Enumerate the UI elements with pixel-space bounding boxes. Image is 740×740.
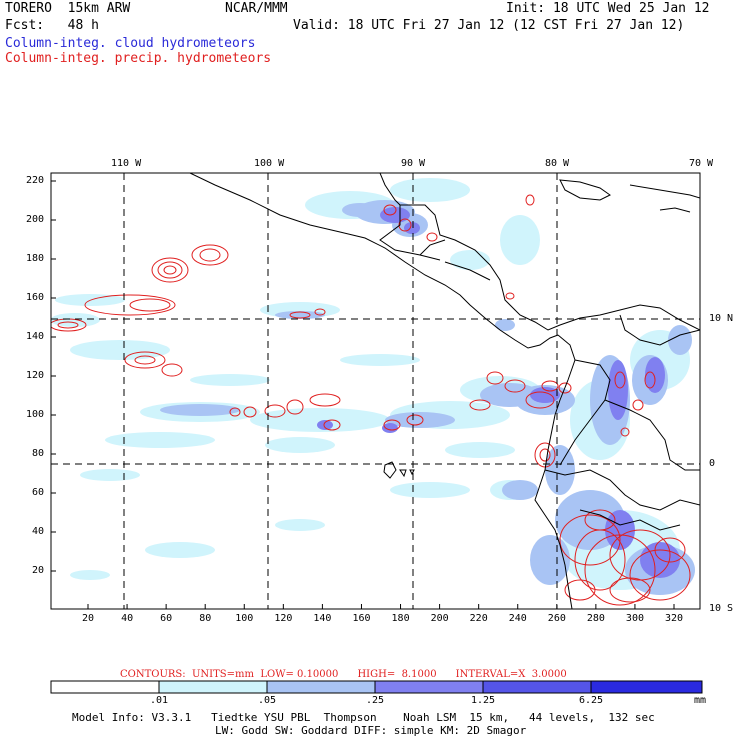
x-tick-label: 260 bbox=[547, 613, 566, 624]
colorbar-label-5: 6.25 bbox=[578, 695, 604, 706]
colorbar-bin-4 bbox=[374, 680, 484, 694]
model-title: TORERO 15km ARW bbox=[5, 1, 131, 16]
x-tick-label: 180 bbox=[391, 613, 410, 624]
contours-info: CONTOURS: UNITS=mm LOW= 0.10000 HIGH= 8.… bbox=[120, 669, 567, 680]
colorbar-label-2: .05 bbox=[257, 695, 277, 706]
x-tick-label: 100 bbox=[235, 613, 254, 624]
colorbar-label-4: 1.25 bbox=[470, 695, 496, 706]
colorbar-bin-6 bbox=[590, 680, 703, 694]
y-tick-label: 120 bbox=[26, 370, 45, 381]
model-info-line1: Model Info: V3.3.1 Tiedtke YSU PBL Thomp… bbox=[72, 711, 655, 724]
y-tick-label: 140 bbox=[26, 331, 45, 342]
y-tick-label: 180 bbox=[26, 253, 45, 264]
field-cloud-label: Column-integ. cloud hydrometeors bbox=[5, 36, 256, 51]
lon-label-80w: 80 W bbox=[545, 158, 570, 169]
lon-label-90w: 90 W bbox=[401, 158, 426, 169]
colorbar bbox=[50, 680, 703, 694]
y-tick-label: 200 bbox=[26, 214, 45, 225]
x-tick-label: 220 bbox=[469, 613, 488, 624]
coastlines bbox=[189, 173, 700, 609]
colorbar-label-3: .25 bbox=[365, 695, 385, 706]
colorbar-bin-5 bbox=[482, 680, 592, 694]
lat-label-10n: 10 N bbox=[709, 313, 734, 324]
y-tick-label: 220 bbox=[26, 175, 45, 186]
forecast-hour: Fcst: 48 h bbox=[5, 18, 99, 33]
map-frame bbox=[50, 172, 701, 610]
y-tick-label: 40 bbox=[32, 526, 45, 537]
y-tick-label: 80 bbox=[32, 448, 45, 459]
y-tick-marks bbox=[51, 180, 56, 572]
y-tick-label: 100 bbox=[26, 409, 45, 420]
colorbar-units: mm bbox=[693, 695, 707, 706]
y-tick-label: 20 bbox=[32, 565, 45, 576]
lat-label-0: 0 bbox=[709, 458, 716, 469]
x-tick-label: 120 bbox=[274, 613, 293, 624]
x-tick-label: 280 bbox=[586, 613, 605, 624]
colorbar-bin-3 bbox=[266, 680, 376, 694]
lon-label-100w: 100 W bbox=[254, 158, 285, 169]
x-tick-label: 40 bbox=[121, 613, 134, 624]
model-info-line2: LW: Godd SW: Goddard DIFF: simple KM: 2D… bbox=[215, 724, 527, 737]
x-tick-label: 160 bbox=[352, 613, 371, 624]
x-tick-label: 300 bbox=[625, 613, 644, 624]
field-precip-label: Column-integ. precip. hydrometeors bbox=[5, 51, 272, 66]
x-tick-marks bbox=[87, 604, 675, 609]
precip-contours bbox=[51, 194, 691, 606]
colorbar-bin-1 bbox=[50, 680, 160, 694]
x-tick-label: 320 bbox=[665, 613, 684, 624]
x-tick-label: 80 bbox=[199, 613, 212, 624]
x-tick-label: 200 bbox=[430, 613, 449, 624]
x-tick-label: 20 bbox=[82, 613, 95, 624]
colorbar-bin-2 bbox=[158, 680, 268, 694]
y-tick-label: 60 bbox=[32, 487, 45, 498]
lon-label-70w: 70 W bbox=[689, 158, 714, 169]
x-tick-label: 240 bbox=[508, 613, 527, 624]
grid-lines bbox=[51, 173, 700, 609]
valid-time: Valid: 18 UTC Fri 27 Jan 12 (12 CST Fri … bbox=[293, 18, 685, 33]
colorbar-label-1: .01 bbox=[149, 695, 169, 706]
x-tick-label: 60 bbox=[160, 613, 173, 624]
lat-label-10s: 10 S bbox=[709, 603, 734, 614]
lon-label-110w: 110 W bbox=[111, 158, 142, 169]
x-tick-label: 140 bbox=[313, 613, 332, 624]
org-label: NCAR/MMM bbox=[225, 1, 288, 16]
map-content bbox=[51, 173, 700, 609]
y-tick-label: 160 bbox=[26, 292, 45, 303]
init-time: Init: 18 UTC Wed 25 Jan 12 bbox=[506, 1, 710, 16]
